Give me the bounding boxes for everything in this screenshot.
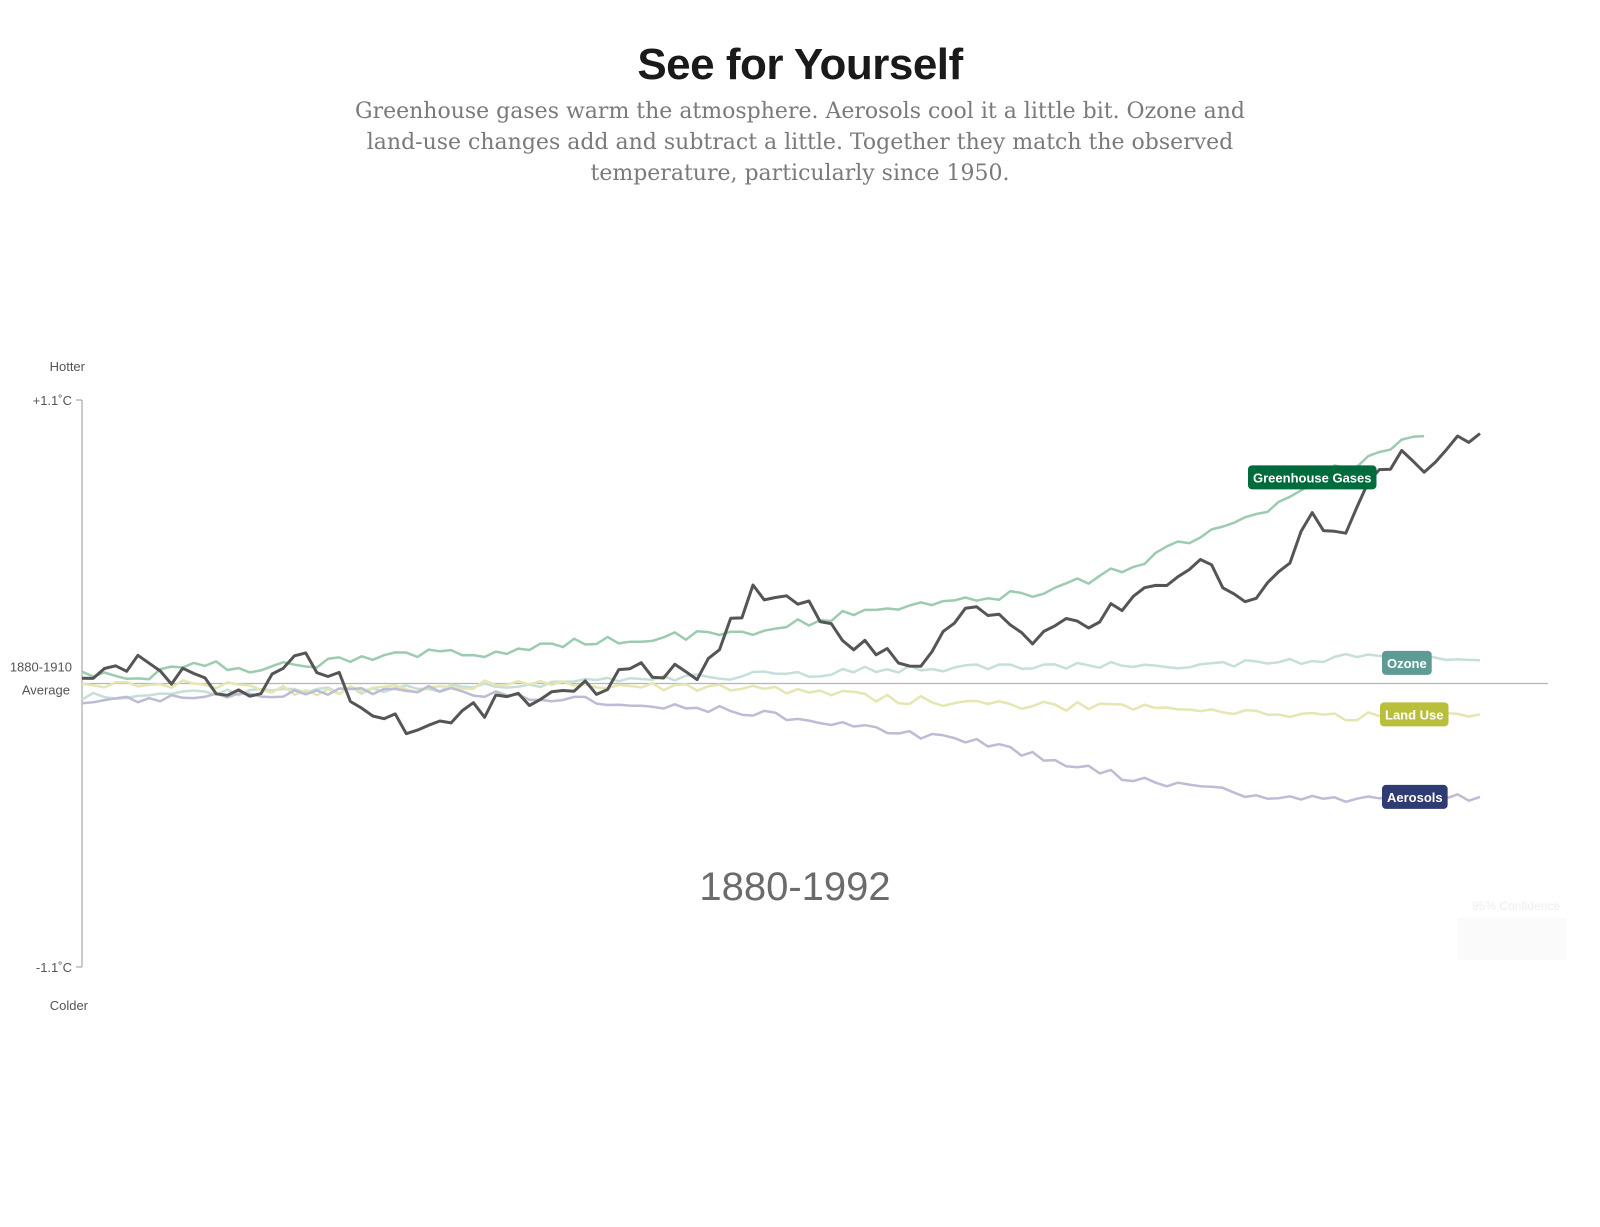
series-label-ozone: Ozone (1382, 650, 1432, 675)
period-label: 1880-1992 (699, 865, 890, 909)
series-label-box (1382, 784, 1448, 809)
confidence-label: 95% Confidence (1472, 899, 1560, 913)
series-line-observed (81, 432, 1481, 736)
confidence-legend: 95% Confidence (1458, 899, 1566, 960)
series-label-greenhouse-gases: Greenhouse Gases (1248, 465, 1377, 490)
y-axis: Hotter +1.1˚C 1880-1910 Average -1.1˚C C… (10, 359, 89, 1013)
chart-subtitle: Greenhouse gases warm the atmosphere. Ae… (355, 99, 1245, 186)
series-label-aerosols: Aerosols (1382, 784, 1448, 809)
series-line-land-use (81, 679, 1481, 722)
y-axis-top-label: Hotter (50, 359, 86, 374)
y-axis-top-tick-label: +1.1˚C (33, 393, 72, 408)
series-label-text: Ozone (1387, 656, 1427, 671)
series-label-text: Greenhouse Gases (1253, 470, 1372, 485)
series-label-box (1382, 650, 1432, 675)
y-axis-bottom-label: Colder (50, 998, 89, 1013)
y-axis-baseline-label-line1: 1880-1910 (10, 660, 72, 675)
y-axis-bottom-tick-label: -1.1˚C (36, 960, 72, 975)
series-label-text: Aerosols (1387, 790, 1443, 805)
series-layer (81, 432, 1481, 804)
series-labels: Greenhouse Gases Ozone Land Use Aerosols (1248, 465, 1449, 809)
chart-title: See for Yourself (637, 40, 963, 89)
series-label-text: Land Use (1385, 707, 1444, 722)
series-label-box (1248, 465, 1377, 490)
series-line-ozone (81, 652, 1481, 701)
series-line-greenhouse-gases (81, 434, 1425, 681)
series-label-land-use: Land Use (1380, 702, 1449, 727)
series-line-aerosols (81, 684, 1481, 804)
y-axis-baseline-label-line2: Average (22, 683, 70, 698)
confidence-swatch (1458, 918, 1566, 960)
series-label-box (1380, 702, 1449, 727)
chart-header: See for Yourself Greenhouse gases warm t… (0, 40, 1600, 189)
